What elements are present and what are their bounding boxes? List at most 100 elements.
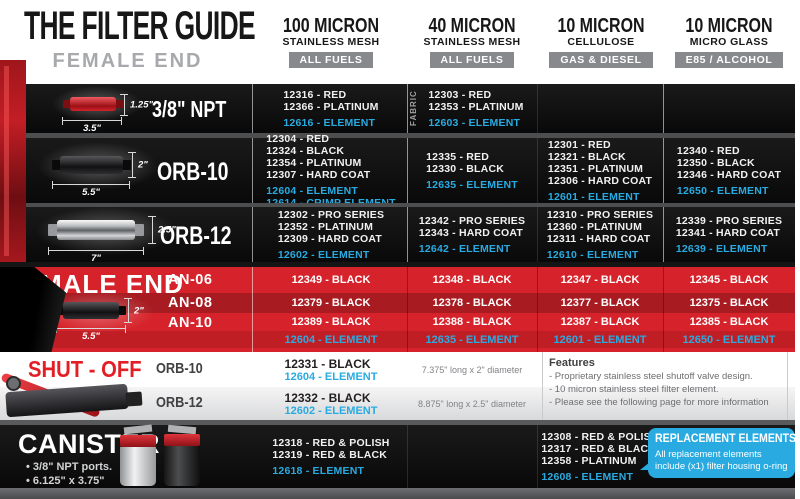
female-row-orb10: 2" 5.5" ORB-10 12304 - RED 12324 - BLACK… bbox=[0, 133, 795, 209]
row-label-orb10: ORB-10 bbox=[157, 158, 229, 186]
row-label-npt: 3/8" NPT bbox=[152, 96, 227, 122]
cell-shutoff-orb10: 12331 - BLACK 12604 - ELEMENT bbox=[255, 354, 407, 386]
stripe-an08 bbox=[0, 293, 795, 313]
row-label-orb12: ORB-12 bbox=[160, 222, 232, 250]
part-number: 12324 - BLACK bbox=[266, 144, 345, 157]
cell-an10-40micron: 12388 - BLACK bbox=[432, 316, 512, 328]
cell-shutoff-orb12: 12332 - BLACK 12602 - ELEMENT bbox=[255, 388, 407, 420]
divider bbox=[537, 138, 538, 203]
canister-cap bbox=[164, 434, 200, 446]
cell-an10-100micron: 12389 - BLACK bbox=[291, 316, 371, 328]
part-number: 12321 - BLACK bbox=[547, 150, 626, 163]
canister-bullet: 6.125" x 3.75" bbox=[26, 475, 105, 487]
cell-orb12-100micron: 12302 - PRO SERIES 12352 - PLATINUM 1230… bbox=[255, 207, 407, 262]
element-number: 12602 - ELEMENT bbox=[284, 404, 378, 417]
column-header-40-micron: 40 MICRON STAINLESS MESH ALL FUELS bbox=[409, 16, 535, 68]
cell-an06-40micron: 12348 - BLACK bbox=[432, 274, 512, 286]
dimension-width: 3.5" bbox=[62, 117, 122, 134]
divider bbox=[252, 138, 253, 203]
size-note-orb12: 8.875" long x 2.5" diameter bbox=[418, 399, 526, 409]
column-header-10-micron-glass: 10 MICRON MICRO GLASS E85 / ALCOHOL bbox=[665, 16, 793, 68]
filter-body bbox=[63, 302, 119, 319]
element-microglass: 12650 - ELEMENT bbox=[682, 334, 776, 346]
part-number: 12316 - RED bbox=[283, 88, 347, 101]
element-number: 12650 - ELEMENT bbox=[676, 184, 769, 197]
divider bbox=[407, 138, 408, 203]
female-row-npt: 1.25" 3.5" 3/8" NPT FABRIC 12316 - RED 1… bbox=[0, 84, 795, 134]
filter-cap-right bbox=[118, 306, 126, 315]
bottom-strip bbox=[0, 488, 795, 499]
part-number: 12353 - PLATINUM bbox=[428, 100, 524, 113]
element-number: 12635 - ELEMENT bbox=[426, 178, 518, 191]
cell-an06-100micron: 12349 - BLACK bbox=[291, 274, 371, 286]
filter-body bbox=[70, 97, 116, 111]
features-list: - Proprietary stainless steel shutoff va… bbox=[549, 370, 769, 409]
fuel-badge: ALL FUELS bbox=[288, 52, 374, 68]
divider bbox=[663, 207, 664, 262]
page-title: THE FILTER GUIDE bbox=[24, 4, 256, 48]
part-number: 12302 - PRO SERIES bbox=[277, 208, 385, 221]
cell-an06-cellulose: 12347 - BLACK bbox=[560, 274, 640, 286]
divider bbox=[663, 138, 664, 203]
part-number: 12352 - PLATINUM bbox=[277, 220, 374, 233]
subtitle-female-end: FEMALE END bbox=[52, 50, 203, 72]
npt-filter-graphic: 1.25" 3.5" bbox=[52, 86, 212, 134]
cell-npt-40micron: 12303 - RED 12353 - PLATINUM 12603 - ELE… bbox=[415, 84, 537, 133]
column-media: STAINLESS MESH bbox=[282, 36, 380, 48]
element-number: 12639 - ELEMENT bbox=[675, 242, 768, 255]
cell-an10-cellulose: 12387 - BLACK bbox=[560, 316, 640, 328]
dimension-width: 5.5" bbox=[52, 181, 130, 198]
column-header-10-micron-cellulose: 10 MICRON CELLULOSE GAS & DIESEL bbox=[539, 16, 663, 68]
separator bbox=[0, 420, 795, 425]
valve-nose bbox=[125, 391, 143, 407]
part-number: 12307 - HARD COAT bbox=[266, 168, 371, 181]
cell-orb12-40micron: 12342 - PRO SERIES 12343 - HARD COAT 126… bbox=[409, 207, 535, 262]
callout-body: All replacement elements include (x1) fi… bbox=[655, 449, 788, 472]
column-media: CELLULOSE bbox=[567, 36, 635, 48]
left-photo-highlight bbox=[4, 66, 9, 256]
filter-body bbox=[60, 156, 123, 174]
filter-cap-left bbox=[52, 160, 61, 170]
shutoff-title: SHUT - OFF bbox=[28, 356, 142, 382]
part-number: 12346 - HARD COAT bbox=[676, 168, 782, 181]
divider bbox=[542, 352, 543, 420]
cell-canister-cellulose: 12308 - RED & POLISH 12317 - RED & BLACK… bbox=[539, 425, 661, 488]
canister-cap bbox=[120, 435, 156, 447]
element-number: 12616 - ELEMENT bbox=[283, 116, 376, 129]
cell-an06-microglass: 12345 - BLACK bbox=[689, 274, 769, 286]
row-label-shutoff-orb10: ORB-10 bbox=[156, 360, 203, 377]
element-number: 12618 - ELEMENT bbox=[272, 464, 365, 477]
filter-cap-right bbox=[115, 100, 123, 108]
element-number: 12604 - ELEMENT bbox=[284, 370, 378, 383]
row-label-shutoff-orb12: ORB-12 bbox=[156, 394, 203, 411]
fuel-badge: GAS & DIESEL bbox=[549, 52, 653, 68]
column-micron: 10 MICRON bbox=[557, 15, 645, 37]
cell-an08-cellulose: 12377 - BLACK bbox=[560, 297, 640, 309]
dimension-width: 5.5" bbox=[56, 325, 126, 342]
divider bbox=[537, 267, 538, 352]
separator bbox=[0, 133, 795, 138]
separator bbox=[0, 262, 795, 267]
divider bbox=[537, 207, 538, 262]
canister-bullet: 3/8" NPT ports. bbox=[26, 461, 112, 473]
part-number: 12332 - BLACK bbox=[284, 390, 371, 405]
row-label-an08: AN-08 bbox=[168, 295, 213, 311]
shutoff-valve-graphic bbox=[0, 370, 150, 420]
canister-body-black bbox=[164, 446, 200, 486]
orb10-filter-graphic: 2" 5.5" bbox=[38, 142, 212, 198]
part-number: 12343 - HARD COAT bbox=[418, 226, 523, 239]
divider bbox=[252, 84, 253, 133]
canister-section: CANISTER 3/8" NPT ports. 6.125" x 3.75" … bbox=[0, 424, 797, 488]
element-number: 12642 - ELEMENT bbox=[418, 242, 511, 255]
dimension-width: 7" bbox=[48, 247, 144, 264]
divider bbox=[252, 267, 253, 352]
feature-item: - Please see the following page for more… bbox=[549, 397, 769, 408]
callout-title: REPLACEMENT ELEMENTS bbox=[655, 433, 797, 445]
divider bbox=[663, 267, 664, 352]
stripe-an10 bbox=[0, 313, 795, 331]
dimension-height: 2" bbox=[124, 298, 144, 323]
part-number: 12304 - RED bbox=[266, 132, 330, 145]
left-photo-red-filter bbox=[0, 60, 26, 262]
divider bbox=[407, 425, 408, 488]
